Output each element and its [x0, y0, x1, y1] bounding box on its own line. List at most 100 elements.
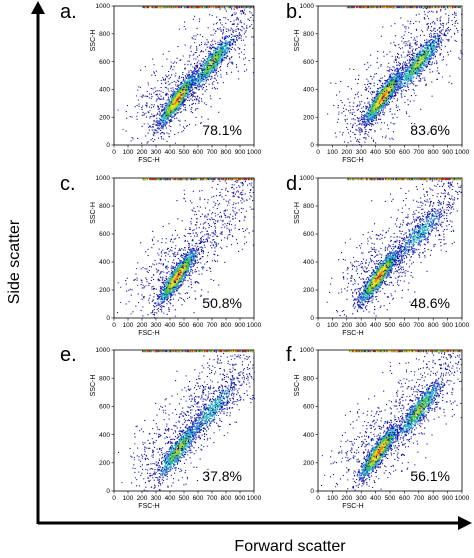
data-point — [147, 142, 148, 143]
data-point — [214, 57, 215, 58]
data-point — [153, 132, 154, 133]
data-point — [208, 56, 209, 57]
data-point — [194, 42, 195, 43]
data-point — [232, 36, 233, 37]
data-point — [163, 79, 164, 80]
data-point — [191, 76, 192, 77]
data-point — [206, 104, 207, 105]
data-point — [179, 60, 180, 61]
data-point — [189, 100, 190, 101]
data-point — [223, 82, 224, 83]
data-point — [155, 75, 156, 76]
data-point — [164, 110, 165, 111]
data-point — [137, 90, 138, 91]
data-point — [153, 7, 154, 9]
data-point — [176, 94, 177, 95]
data-point — [200, 63, 201, 64]
data-point — [153, 115, 154, 116]
data-point — [169, 120, 170, 121]
data-point — [165, 93, 166, 94]
data-point — [244, 71, 245, 72]
data-point — [156, 124, 157, 125]
data-point — [175, 88, 176, 89]
data-point — [200, 34, 201, 35]
data-point — [229, 35, 230, 36]
data-point — [179, 29, 180, 30]
data-point — [170, 130, 171, 131]
data-point — [197, 96, 198, 97]
data-point — [177, 112, 178, 113]
data-point — [240, 21, 241, 22]
data-point — [191, 85, 192, 86]
data-point — [156, 71, 157, 72]
data-point — [155, 91, 156, 92]
data-point — [172, 101, 173, 102]
data-point — [365, 129, 366, 130]
y-tick-label: 400 — [99, 87, 110, 94]
data-point — [199, 55, 200, 56]
data-point — [217, 42, 218, 43]
data-point — [157, 105, 158, 106]
data-point — [237, 7, 238, 9]
data-point — [185, 110, 186, 111]
data-point — [228, 29, 229, 30]
data-point — [156, 114, 157, 115]
data-point — [370, 104, 371, 105]
data-point — [194, 80, 195, 81]
data-point — [182, 96, 183, 97]
data-point — [203, 78, 204, 79]
data-point — [158, 107, 159, 108]
data-point — [162, 132, 163, 133]
data-point — [200, 68, 201, 69]
data-point — [157, 96, 158, 97]
data-point — [187, 64, 188, 65]
data-point — [243, 40, 244, 41]
data-point — [216, 59, 217, 60]
data-point — [372, 114, 373, 115]
data-point — [202, 7, 203, 9]
data-point — [169, 102, 170, 103]
data-point — [237, 47, 238, 48]
data-point — [163, 99, 164, 100]
data-point — [372, 112, 373, 113]
data-point — [196, 49, 197, 50]
scatter-panel: b.0 100 200 300 400 500 600 700 800 900 1000020040… — [286, 1, 470, 164]
data-point — [369, 125, 370, 126]
data-point — [196, 66, 197, 67]
data-point — [209, 46, 210, 47]
data-point — [183, 78, 184, 79]
data-point — [213, 53, 214, 54]
data-point — [190, 84, 191, 85]
data-point — [187, 97, 188, 98]
data-point — [216, 62, 217, 63]
data-point — [231, 57, 232, 58]
data-point — [175, 109, 176, 110]
data-point — [153, 141, 154, 142]
data-point — [217, 47, 218, 48]
y-tick-label: 200 — [99, 114, 110, 121]
data-point — [199, 21, 200, 22]
data-point — [228, 30, 229, 31]
data-point — [137, 105, 138, 106]
data-point — [153, 64, 154, 65]
data-point — [159, 99, 160, 100]
data-point — [200, 82, 201, 83]
data-point — [238, 28, 239, 29]
data-point — [191, 86, 192, 87]
data-point — [220, 22, 221, 23]
data-point — [168, 75, 169, 76]
data-point — [232, 43, 233, 44]
data-point — [167, 113, 168, 114]
data-point — [236, 67, 237, 68]
data-point — [247, 19, 248, 20]
data-point — [180, 98, 181, 99]
data-point — [225, 43, 226, 44]
data-point — [148, 141, 149, 142]
data-point — [239, 37, 240, 38]
data-point — [231, 63, 232, 64]
data-point — [190, 64, 191, 65]
data-point — [180, 84, 181, 85]
data-point — [195, 58, 196, 59]
data-point — [173, 113, 174, 114]
data-point — [179, 92, 180, 93]
